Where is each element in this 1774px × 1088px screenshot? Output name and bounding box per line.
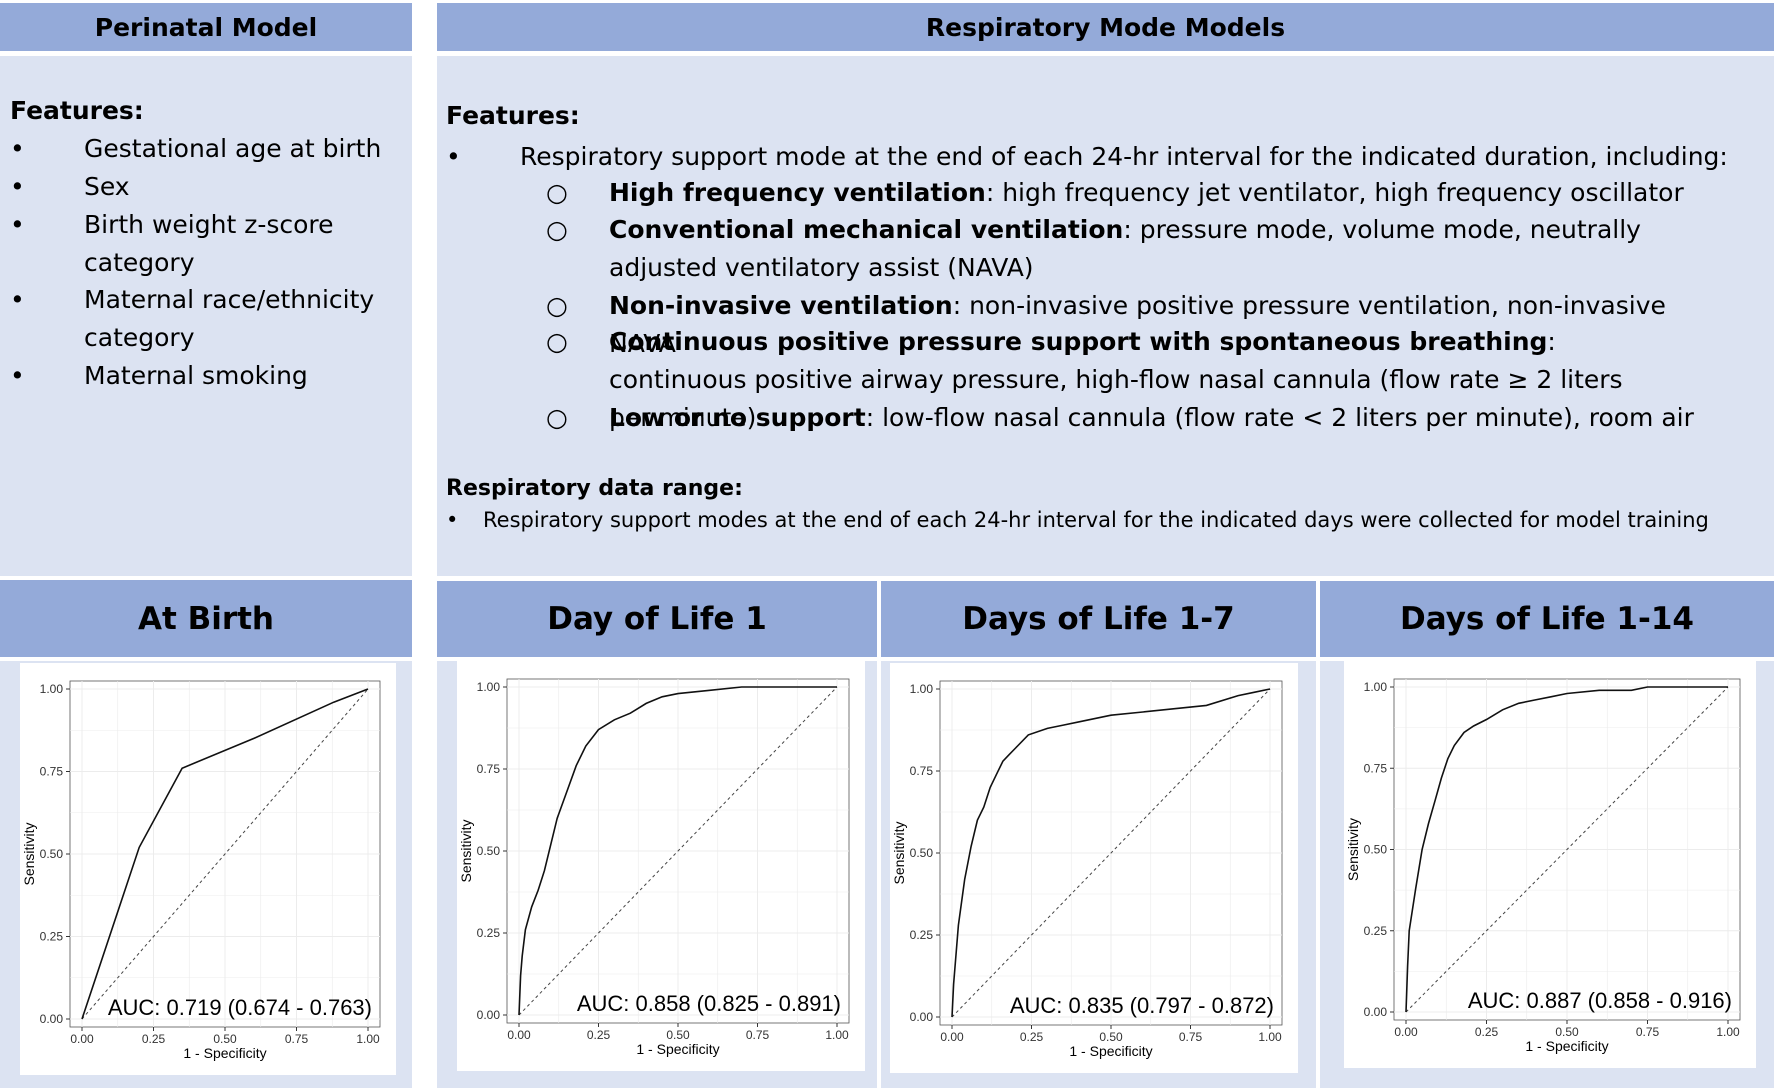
x-tick-label: 0.00	[940, 1030, 964, 1044]
x-tick-label: 0.50	[1099, 1030, 1123, 1044]
y-tick-label: 0.25	[40, 930, 64, 944]
x-tick-label: 0.00	[70, 1032, 94, 1046]
respiratory-data-range-title: Respiratory data range:	[446, 476, 743, 501]
perinatal-model-header: Perinatal Model	[0, 3, 412, 51]
at-birth-header: At Birth	[0, 580, 412, 657]
auc-annotation: AUC: 0.719 (0.674 - 0.763)	[108, 995, 372, 1020]
x-tick-label: 1.00	[1716, 1025, 1740, 1039]
y-tick-label: 0.75	[477, 762, 501, 776]
y-axis-title: Sensitivity	[1345, 818, 1361, 881]
reference-diagonal	[1405, 686, 1729, 1013]
roc-chart-day-of-life-1: 0.00 0.00 0.25 0.25 0.50 0.50 0.75 0.75 1.00 1.00…	[457, 661, 865, 1071]
x-tick-label: 0.50	[213, 1032, 237, 1046]
x-tick-label: 0.00	[507, 1028, 531, 1042]
y-tick-label: 0.00	[1364, 1005, 1388, 1019]
roc-chart-days-of-life-1-7: 0.00 0.00 0.25 0.25 0.50 0.50 0.75 0.75 1.00 1.00…	[890, 663, 1298, 1073]
x-tick-label: 0.25	[1475, 1025, 1499, 1039]
y-tick-label: 0.75	[40, 765, 64, 779]
x-tick-label: 1.00	[356, 1032, 380, 1046]
roc-curve	[81, 688, 369, 1020]
y-tick-label: 0.00	[910, 1010, 934, 1024]
y-tick-label: 0.75	[910, 764, 934, 778]
y-tick-label: 0.25	[910, 928, 934, 942]
y-tick-label: 0.50	[477, 844, 501, 858]
x-tick-label: 1.00	[825, 1028, 849, 1042]
x-tick-label: 0.25	[587, 1028, 611, 1042]
x-tick-label: 0.25	[1020, 1030, 1044, 1044]
x-tick-label: 0.00	[1394, 1025, 1418, 1039]
roc-curve	[1405, 686, 1728, 1013]
auc-annotation: AUC: 0.887 (0.858 - 0.916)	[1468, 988, 1732, 1013]
days-of-life-1-14-header: Days of Life 1-14	[1320, 581, 1774, 657]
roc-curve	[518, 686, 837, 1016]
reference-diagonal	[81, 688, 369, 1020]
respiratory-features-panel: Features: • Respiratory support mode at t…	[437, 56, 1774, 576]
day-of-life-1-header: Day of Life 1	[437, 581, 877, 657]
y-tick-label: 0.25	[477, 926, 501, 940]
x-tick-label: 0.75	[1636, 1025, 1660, 1039]
y-tick-label: 0.50	[910, 846, 934, 860]
y-axis-title: Sensitivity	[891, 821, 907, 884]
y-axis-title: Sensitivity	[21, 822, 37, 885]
y-tick-label: 1.00	[1364, 680, 1388, 694]
auc-annotation: AUC: 0.835 (0.797 - 0.872)	[1010, 993, 1274, 1018]
y-tick-label: 0.75	[1364, 761, 1388, 775]
y-tick-label: 1.00	[40, 682, 64, 696]
x-tick-label: 0.75	[285, 1032, 309, 1046]
roc-chart-at-birth: 0.00 0.00 0.25 0.25 0.50 0.50 0.75 0.75 1.00 1.00…	[20, 663, 396, 1075]
auc-annotation: AUC: 0.858 (0.825 - 0.891)	[577, 991, 841, 1016]
y-tick-label: 0.50	[1364, 843, 1388, 857]
reference-diagonal	[951, 688, 1271, 1018]
y-tick-label: 0.00	[477, 1008, 501, 1022]
y-tick-label: 0.50	[40, 847, 64, 861]
respiratory-mode-models-header: Respiratory Mode Models	[437, 3, 1774, 51]
x-axis-title: 1 - Specificity	[636, 1041, 719, 1057]
roc-curve	[951, 688, 1271, 1018]
roc-chart-days-of-life-1-14: 0.00 0.00 0.25 0.25 0.50 0.50 0.75 0.75 1.00 1.00…	[1344, 661, 1756, 1068]
x-tick-label: 0.50	[1555, 1025, 1579, 1039]
x-axis-title: 1 - Specificity	[1069, 1043, 1152, 1059]
x-axis-title: 1 - Specificity	[183, 1045, 266, 1061]
y-tick-label: 1.00	[477, 680, 501, 694]
respiratory-features-title: Features:	[446, 101, 580, 130]
y-tick-label: 1.00	[910, 682, 934, 696]
days-of-life-1-7-header: Days of Life 1-7	[881, 581, 1316, 657]
y-tick-label: 0.00	[40, 1012, 64, 1026]
x-tick-label: 0.50	[666, 1028, 690, 1042]
x-tick-label: 0.75	[1179, 1030, 1203, 1044]
perinatal-features-panel: Features: • Gestational age at birth • Sex…	[0, 56, 412, 576]
perinatal-features-title: Features:	[10, 96, 144, 125]
y-axis-title: Sensitivity	[458, 819, 474, 882]
x-tick-label: 0.25	[142, 1032, 166, 1046]
x-tick-label: 0.75	[746, 1028, 770, 1042]
x-tick-label: 1.00	[1258, 1030, 1282, 1044]
x-axis-title: 1 - Specificity	[1525, 1038, 1608, 1054]
reference-diagonal	[518, 686, 838, 1016]
y-tick-label: 0.25	[1364, 924, 1388, 938]
